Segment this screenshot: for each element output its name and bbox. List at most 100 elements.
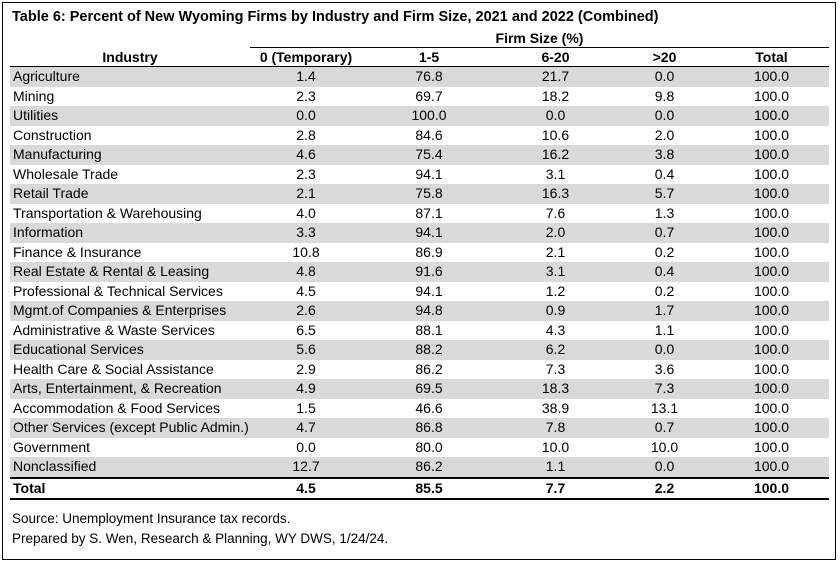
value-cell: 1.1 [615, 320, 714, 340]
value-cell: 75.8 [362, 184, 496, 204]
value-cell: 100.0 [714, 145, 829, 165]
value-cell: 2.0 [496, 223, 615, 243]
header-row-group: Firm Size (%) [10, 29, 829, 48]
value-cell: 2.0 [615, 125, 714, 145]
value-cell: 86.9 [362, 242, 496, 262]
value-cell: 100.0 [714, 242, 829, 262]
value-cell: 4.6 [250, 145, 362, 165]
table-row: Mining 2.3 69.7 18.2 9.8 100.0 [10, 86, 829, 106]
total-value: 7.7 [496, 476, 615, 500]
firm-size-group-header: Firm Size (%) [250, 29, 829, 48]
value-cell: 18.2 [496, 86, 615, 106]
value-cell: 100.0 [714, 66, 829, 87]
value-cell: 100.0 [714, 437, 829, 457]
value-cell: 12.7 [250, 457, 362, 478]
value-cell: 1.4 [250, 66, 362, 87]
value-cell: 1.5 [250, 398, 362, 418]
value-cell: 18.3 [496, 379, 615, 399]
value-cell: 0.0 [615, 66, 714, 87]
value-cell: 7.8 [496, 418, 615, 438]
table-row: Construction 2.8 84.6 10.6 2.0 100.0 [10, 125, 829, 145]
value-cell: 69.7 [362, 86, 496, 106]
total-value: 85.5 [362, 476, 496, 500]
table-row: Other Services (except Public Admin.) 4.7… [10, 418, 829, 438]
value-cell: 94.1 [362, 281, 496, 301]
value-cell: 100.0 [714, 457, 829, 478]
value-cell: 100.0 [714, 203, 829, 223]
value-cell: 2.3 [250, 86, 362, 106]
value-cell: 21.7 [496, 66, 615, 87]
value-cell: 100.0 [714, 398, 829, 418]
value-cell: 38.9 [496, 398, 615, 418]
industry-cell: Transportation & Warehousing [10, 203, 250, 223]
value-cell: 0.0 [615, 457, 714, 478]
value-cell: 100.0 [714, 223, 829, 243]
value-cell: 1.2 [496, 281, 615, 301]
value-cell: 94.1 [362, 164, 496, 184]
table-row: Arts, Entertainment, & Recreation 4.9 69.5… [10, 379, 829, 399]
value-cell: 69.5 [362, 379, 496, 399]
value-cell: 86.2 [362, 359, 496, 379]
value-cell: 2.3 [250, 164, 362, 184]
value-cell: 9.8 [615, 86, 714, 106]
value-cell: 100.0 [362, 106, 496, 126]
value-cell: 0.0 [615, 106, 714, 126]
value-cell: 3.3 [250, 223, 362, 243]
value-cell: 0.0 [250, 437, 362, 457]
value-cell: 0.2 [615, 281, 714, 301]
value-cell: 5.6 [250, 340, 362, 360]
value-cell: 0.2 [615, 242, 714, 262]
value-cell: 91.6 [362, 262, 496, 282]
industry-cell: Construction [10, 125, 250, 145]
value-cell: 10.8 [250, 242, 362, 262]
value-cell: 100.0 [714, 184, 829, 204]
firms-table: Firm Size (%) Industry 0 (Temporary) 1-5… [10, 29, 829, 500]
total-row: Total 4.5 85.5 7.7 2.2 100.0 [10, 476, 829, 500]
value-cell: 4.0 [250, 203, 362, 223]
total-value: 100.0 [714, 476, 829, 500]
value-cell: 100.0 [714, 164, 829, 184]
industry-cell: Health Care & Social Assistance [10, 359, 250, 379]
value-cell: 0.0 [250, 106, 362, 126]
value-cell: 10.6 [496, 125, 615, 145]
industry-cell: Mining [10, 86, 250, 106]
value-cell: 16.2 [496, 145, 615, 165]
industry-cell: Agriculture [10, 66, 250, 87]
value-cell: 7.3 [615, 379, 714, 399]
value-cell: 2.8 [250, 125, 362, 145]
industry-cell: Manufacturing [10, 145, 250, 165]
value-cell: 2.6 [250, 301, 362, 321]
value-cell: 3.1 [496, 262, 615, 282]
header-row-columns: Industry 0 (Temporary) 1-5 6-20 >20 Tota… [10, 47, 829, 67]
value-cell: 86.8 [362, 418, 496, 438]
table-row: Mgmt.of Companies & Enterprises 2.6 94.8 0.… [10, 301, 829, 321]
value-cell: 75.4 [362, 145, 496, 165]
value-cell: 5.7 [615, 184, 714, 204]
table-row: Accommodation & Food Services 1.5 46.6 38.9… [10, 398, 829, 418]
value-cell: 3.8 [615, 145, 714, 165]
total-value: 2.2 [615, 476, 714, 500]
value-cell: 1.3 [615, 203, 714, 223]
column-header-temporary: 0 (Temporary) [250, 47, 362, 67]
industry-cell: Wholesale Trade [10, 164, 250, 184]
industry-cell: Information [10, 223, 250, 243]
value-cell: 100.0 [714, 106, 829, 126]
industry-cell: Nonclassified [10, 457, 250, 478]
value-cell: 4.8 [250, 262, 362, 282]
industry-cell: Accommodation & Food Services [10, 398, 250, 418]
table-row: Administrative & Waste Services 6.5 88.1 4.… [10, 320, 829, 340]
value-cell: 0.9 [496, 301, 615, 321]
value-cell: 100.0 [714, 125, 829, 145]
table-notes: Source: Unemployment Insurance tax recor… [12, 509, 388, 549]
value-cell: 3.6 [615, 359, 714, 379]
value-cell: 1.1 [496, 457, 615, 478]
table-row: Transportation & Warehousing 4.0 87.1 7.6 1.… [10, 203, 829, 223]
table-row: Nonclassified 12.7 86.2 1.1 0.0 100.0 [10, 457, 829, 478]
table-title: Table 6: Percent of New Wyoming Firms by… [12, 9, 659, 25]
value-cell: 84.6 [362, 125, 496, 145]
value-cell: 80.0 [362, 437, 496, 457]
value-cell: 13.1 [615, 398, 714, 418]
value-cell: 3.1 [496, 164, 615, 184]
industry-cell: Utilities [10, 106, 250, 126]
